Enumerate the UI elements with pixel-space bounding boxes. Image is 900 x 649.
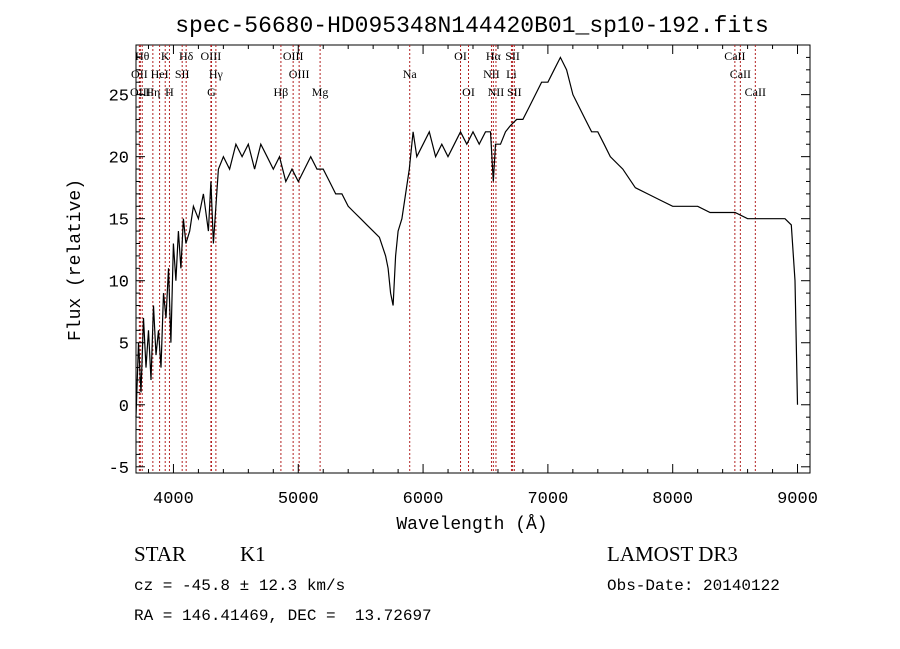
x-tick-label: 9000 (777, 490, 818, 509)
line-label: OI (462, 85, 475, 99)
line-label: OIII (289, 67, 310, 81)
y-axis: -5 0 5 10 15 20 25 (109, 56, 810, 479)
line-label: OII (131, 67, 148, 81)
line-label: NII (488, 85, 505, 99)
x-tick-label: 4000 (153, 490, 194, 509)
line-label: Hα (486, 49, 502, 63)
plot-frame (135, 44, 811, 474)
line-label: Na (403, 67, 418, 81)
x-tick-label: 5000 (278, 490, 319, 509)
y-axis-label: Flux (relative) (66, 179, 86, 341)
line-label: Hβ (274, 85, 289, 99)
spectral-line-markers (138, 45, 756, 473)
object-class: STAR (134, 542, 186, 566)
survey-name: LAMOST DR3 (607, 542, 738, 566)
line-label: Mg (312, 85, 329, 99)
line-label: HeI (151, 67, 169, 81)
line-label: SII (175, 67, 190, 81)
line-label: OIII (130, 85, 151, 99)
line-label: H (165, 85, 174, 99)
line-label: G (207, 85, 216, 99)
line-label: SII (505, 49, 520, 63)
chart-title: spec-56680-HD095348N144420B01_sp10-192.f… (175, 13, 769, 39)
line-label: NII (483, 67, 500, 81)
y-tick-label: 0 (119, 398, 129, 417)
coordinates-text: RA = 146.41469, DEC = 13.72697 (134, 607, 432, 625)
x-axis: 4000 5000 6000 7000 8000 9000 (147, 45, 818, 509)
line-label: OIII (201, 49, 222, 63)
redshift-text: cz = -45.8 ± 12.3 km/s (134, 577, 345, 595)
line-label: Li (506, 67, 517, 81)
obs-date-text: Obs-Date: 20140122 (607, 577, 780, 595)
object-subclass: K1 (240, 542, 266, 566)
y-tick-label: -5 (109, 460, 129, 479)
x-tick-label: 7000 (527, 490, 568, 509)
line-label: Hθ (135, 49, 150, 63)
y-tick-label: 10 (109, 274, 129, 293)
x-tick-label: 6000 (403, 490, 444, 509)
y-tick-label: 20 (109, 150, 129, 169)
x-axis-label: Wavelength (Å) (396, 514, 547, 535)
y-tick-label: 5 (119, 336, 129, 355)
line-label: CaII (745, 85, 766, 99)
spectrum-line (135, 56, 799, 418)
y-tick-label: 15 (109, 212, 129, 231)
x-tick-label: 8000 (652, 490, 693, 509)
line-label: K (161, 49, 170, 63)
line-label: OI (454, 49, 467, 63)
spectrum-series (135, 56, 799, 418)
line-label: SII (507, 85, 522, 99)
line-label: Hη (145, 85, 160, 99)
line-label: Hδ (179, 49, 194, 63)
line-label: CaII (730, 67, 751, 81)
line-label: Hγ (209, 67, 224, 81)
line-label: OIII (283, 49, 304, 63)
line-label: CaII (724, 49, 745, 63)
y-tick-label: 25 (109, 88, 129, 107)
